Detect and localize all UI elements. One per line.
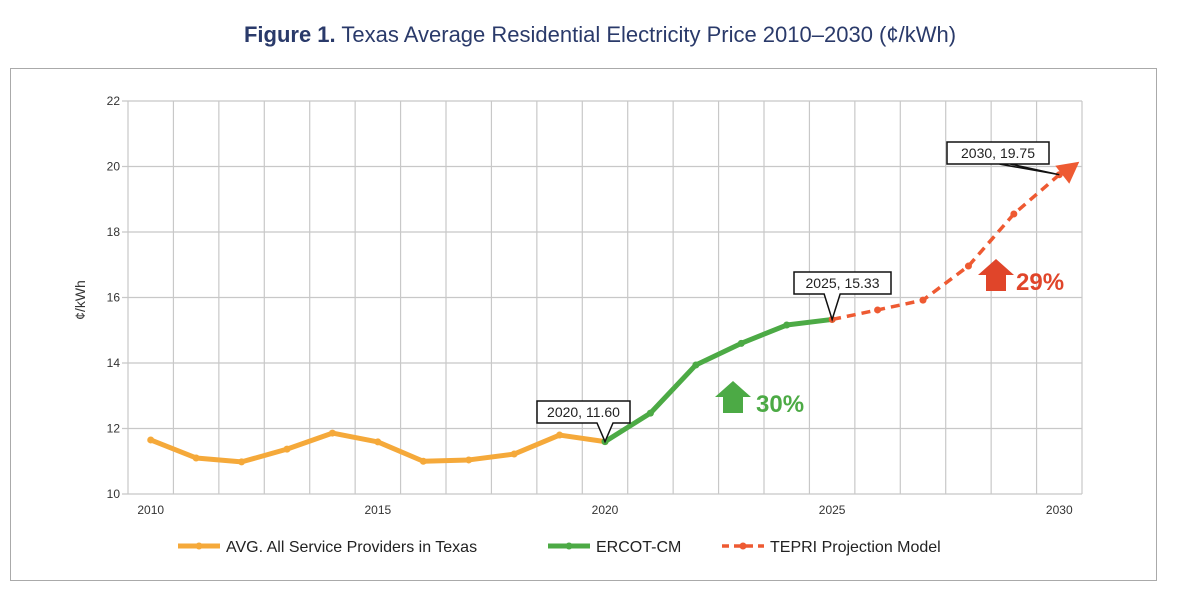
callout-2020-box [536,400,631,444]
y-tick-label: 22 [107,94,121,108]
x-tick-label: 2020 [592,503,619,517]
callout-2030-box [946,141,1060,176]
data-point [919,296,927,304]
figure-number: Figure 1. [243,22,336,47]
data-point [646,409,654,417]
legend-label-0: AVG. All Service Providers in Texas [226,539,477,556]
y-tick-label: 20 [107,160,121,174]
series-line-2 [831,173,1061,322]
data-point [192,454,200,462]
y-tick-label: 10 [107,487,121,501]
x-tick-label: 2030 [1046,503,1073,517]
data-point [419,457,427,465]
y-tick-label: 18 [107,225,121,239]
data-point [465,456,473,464]
chart-frame [10,68,1157,581]
data-point [283,445,291,453]
up-arrow-icon [715,381,751,413]
callout-2020-text: 2020, 11.60 [547,404,620,420]
data-point [328,429,336,437]
data-point [147,436,155,444]
data-point [692,361,700,369]
data-point [556,431,564,439]
callout-2030-text: 2030, 19.75 [961,145,1035,161]
projection-arrow-head [1055,161,1080,184]
data-point [238,458,246,466]
legend-label-1: ERCOT-CM [596,539,681,556]
legend-label-2: TEPRI Projection Model [770,539,941,556]
data-point [964,262,972,270]
x-tick-label: 2025 [819,503,846,517]
legend-marker-2 [739,542,747,550]
data-point [510,450,518,458]
legend-marker-1 [565,542,573,550]
x-tick-label: 2010 [137,503,164,517]
chart-title: Figure 1. Texas Average Residential Elec… [0,22,1200,48]
series-line-1 [603,316,833,444]
data-point [874,306,882,314]
up-arrow-icon [978,259,1014,291]
increase-label-29: 29% [1016,269,1064,296]
data-point [374,438,382,446]
y-axis-label: ¢/kWh [72,280,88,320]
data-point [783,321,791,329]
x-tick-label: 2015 [365,503,392,517]
increase-label-30: 30% [756,391,804,418]
y-tick-label: 16 [107,291,121,305]
data-point [737,339,745,347]
callout-2025-text: 2025, 15.33 [806,275,880,291]
y-tick-label: 12 [107,422,121,436]
y-tick-label: 14 [107,356,121,370]
data-point [1010,210,1018,218]
callout-2025-box [793,271,892,322]
legend-marker-0 [195,542,203,550]
title-text: Texas Average Residential Electricity Pr… [341,22,957,47]
